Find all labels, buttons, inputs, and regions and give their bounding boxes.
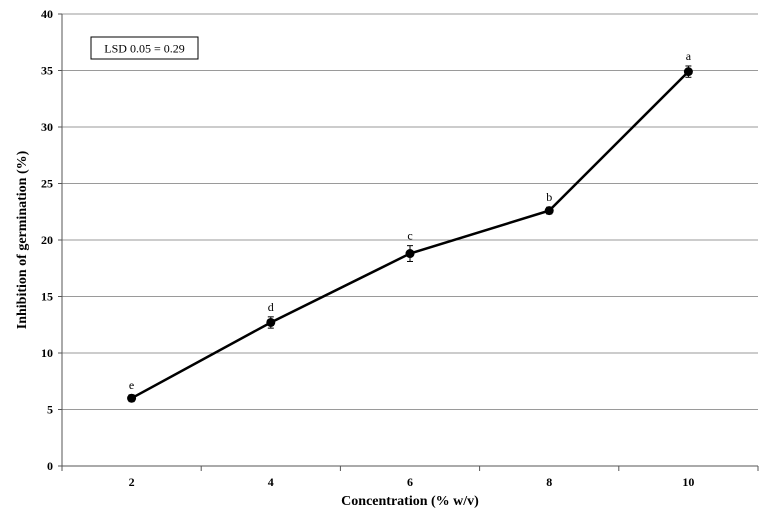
- lsd-annotation: LSD 0.05 = 0.29: [90, 36, 199, 60]
- y-tick-labels: 0 5 10 15 20 25 30 35 40: [41, 7, 62, 473]
- y-tick-label-25: 25: [41, 177, 53, 191]
- x-axis-title: Concentration (% w/v): [341, 494, 479, 509]
- x-tick-label-6: 6: [407, 475, 413, 489]
- point-letter-2: e: [129, 378, 134, 392]
- gridlines: [62, 13, 758, 410]
- data-point-8: [544, 206, 554, 216]
- x-tick-label-2: 2: [129, 475, 135, 489]
- y-tick-label-10: 10: [41, 346, 53, 360]
- point-letter-4: d: [268, 300, 274, 314]
- x-tick-label-10: 10: [682, 475, 694, 489]
- y-tick-label-30: 30: [41, 120, 53, 134]
- y-tick-label-35: 35: [41, 64, 53, 78]
- y-axis-title: Inhibition of germination (%): [15, 150, 30, 329]
- data-point-2: [127, 393, 137, 403]
- y-tick-label-0: 0: [47, 459, 53, 473]
- data-point-4: [266, 317, 276, 327]
- point-letter-6: c: [407, 229, 412, 243]
- point-letter-8: b: [546, 190, 552, 204]
- x-tick-labels: 2 4 6 8 10: [61, 466, 759, 489]
- y-tick-label-20: 20: [41, 233, 53, 247]
- lsd-label: LSD 0.05 = 0.29: [104, 42, 184, 56]
- series-group: e d c b a: [127, 49, 693, 403]
- lsd-box: [90, 36, 199, 60]
- x-tick-label-4: 4: [268, 475, 274, 489]
- data-point-6: [405, 249, 415, 259]
- data-point-10: [683, 67, 693, 77]
- y-tick-label-40: 40: [41, 7, 53, 21]
- x-tick-label-8: 8: [546, 475, 552, 489]
- point-letter-10: a: [686, 49, 692, 63]
- y-tick-label-15: 15: [41, 290, 53, 304]
- y-tick-label-5: 5: [47, 403, 53, 417]
